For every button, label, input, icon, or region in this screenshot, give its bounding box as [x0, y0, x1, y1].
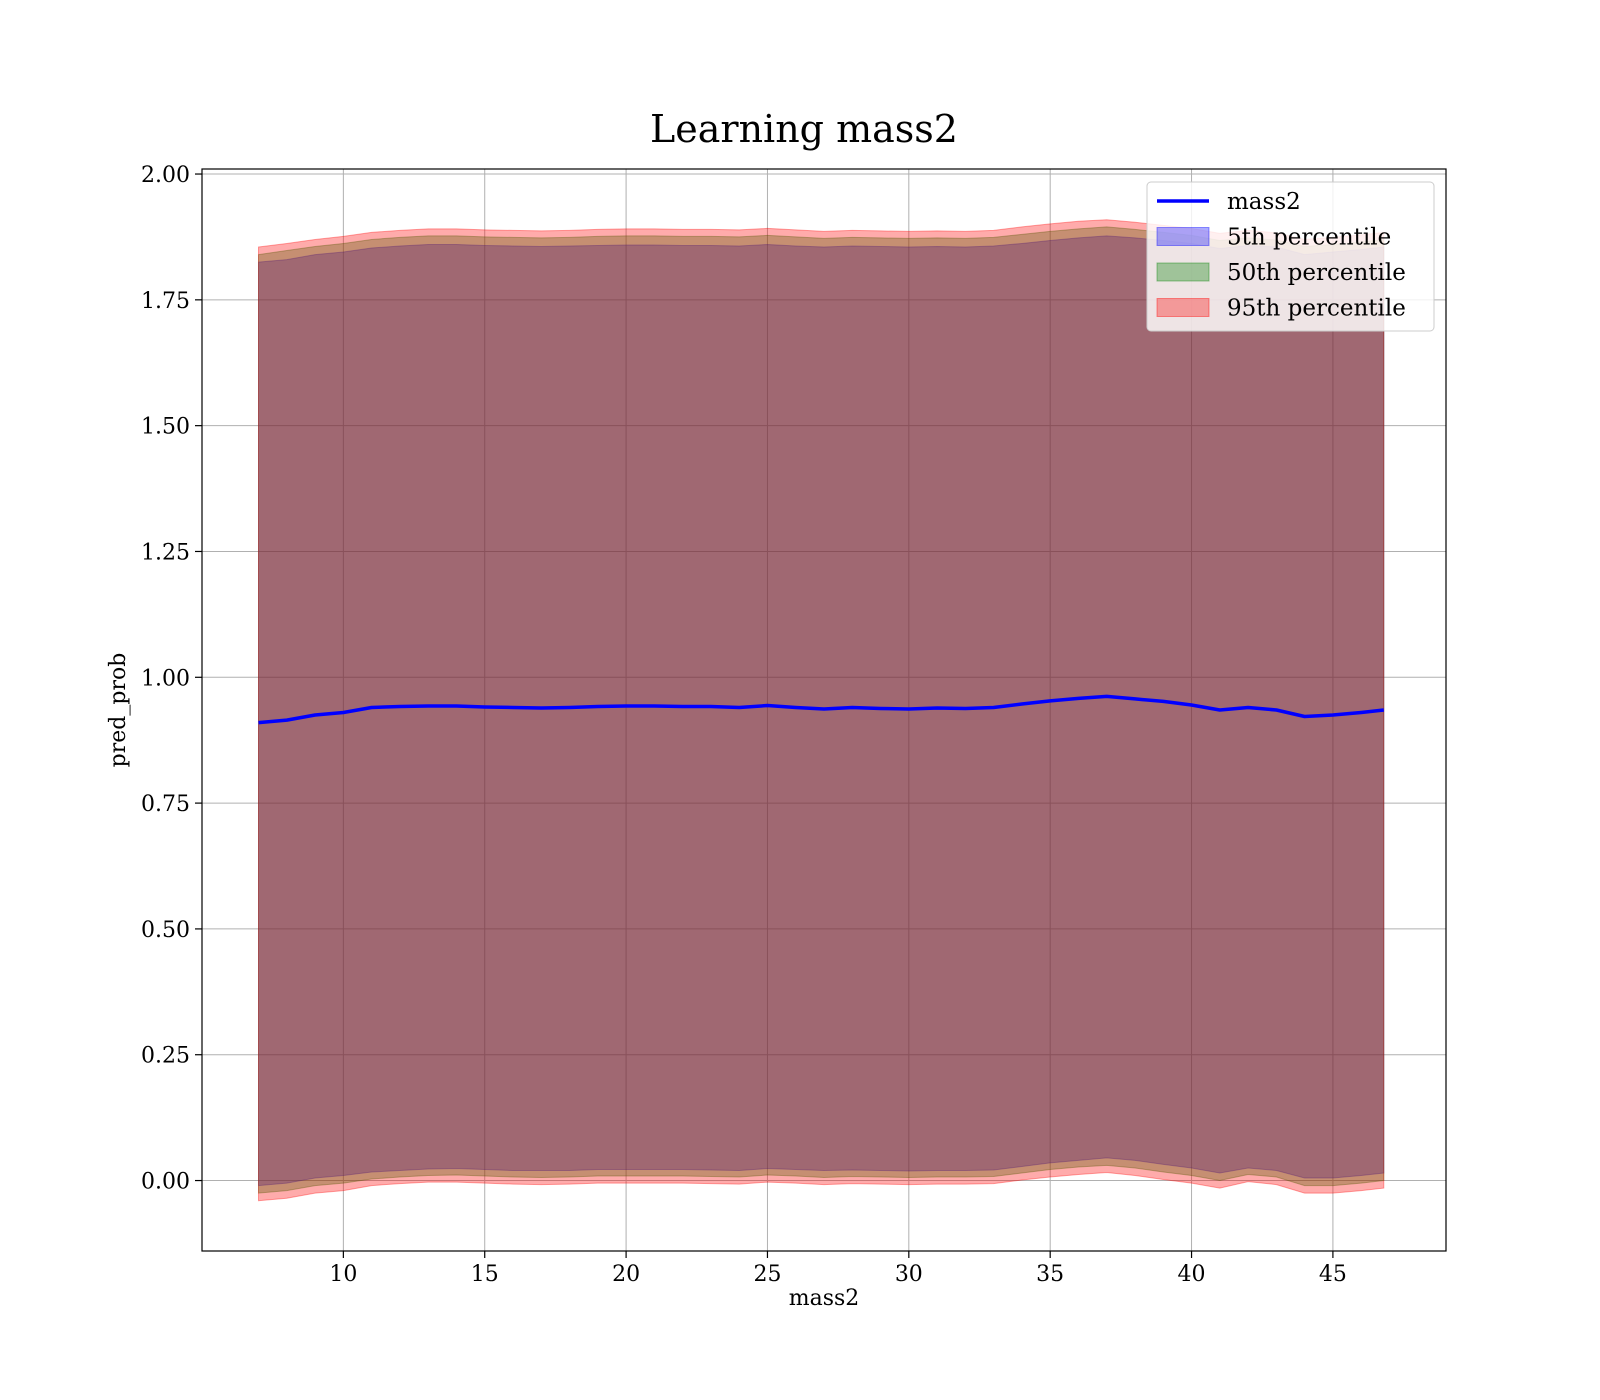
x-axis-label: mass2 — [789, 1286, 860, 1311]
y-tick-label: 0.00 — [141, 1170, 190, 1195]
legend: mass2 5th percentile 50th percentile 95th p… — [1146, 181, 1435, 332]
legend-label: 5th percentile — [1227, 225, 1391, 251]
percentile-bands — [258, 219, 1385, 1202]
legend-label: 95th percentile — [1227, 296, 1406, 322]
plot-frame — [201, 168, 1447, 1252]
band-5th-percentile — [258, 235, 1385, 1187]
legend-patch-swatch — [1156, 262, 1210, 282]
axis-ticks: 10 15 20 25 30 35 40 45 0.00 0.25 0.50 0.75 1.00 1.25… — [141, 163, 1347, 1287]
legend-label: 50th percentile — [1227, 260, 1406, 286]
y-tick-label: 0.75 — [141, 792, 190, 817]
x-tick-label: 30 — [895, 1262, 923, 1287]
mass2-line — [258, 694, 1384, 725]
grid — [202, 169, 1446, 1251]
y-tick-label: 1.75 — [141, 289, 190, 314]
x-tick-label: 40 — [1178, 1262, 1206, 1287]
y-tick-label: 0.25 — [141, 1044, 190, 1069]
x-tick-label: 20 — [612, 1262, 640, 1287]
x-tick-label: 15 — [471, 1262, 499, 1287]
legend-label: mass2 — [1227, 189, 1301, 215]
y-tick-label: 1.50 — [141, 415, 190, 440]
legend-box — [1146, 181, 1435, 332]
mean-line-layer — [258, 694, 1384, 725]
x-tick-label: 45 — [1319, 1262, 1347, 1287]
y-axis-label: pred_prob — [106, 653, 131, 768]
chart-title: Learning mass2 — [650, 107, 958, 151]
y-tick-label: 1.25 — [141, 540, 190, 565]
y-tick-label: 1.00 — [141, 666, 190, 691]
y-tick-label: 2.00 — [141, 163, 190, 188]
x-tick-label: 35 — [1036, 1262, 1064, 1287]
legend-patch-swatch — [1156, 227, 1210, 246]
x-tick-label: 25 — [753, 1262, 781, 1287]
legend-patch-swatch — [1156, 298, 1210, 317]
x-tick-label: 10 — [329, 1262, 357, 1287]
y-tick-label: 0.50 — [141, 918, 190, 943]
